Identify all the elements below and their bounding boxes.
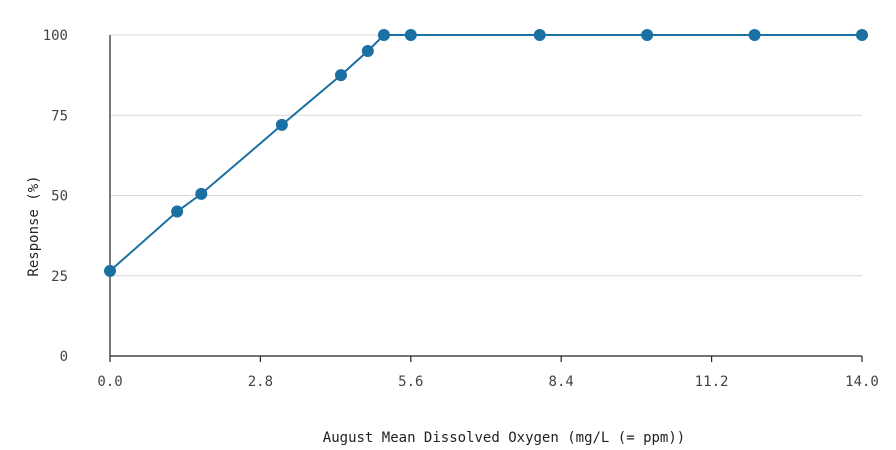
gridlines [110,34,862,277]
data-point [104,264,116,277]
y-tick-label: 25 [51,269,68,285]
y-tick-label: 0 [60,349,68,365]
x-tick-label: 5.6 [398,374,423,390]
series-line [109,34,862,272]
data-point [404,29,417,41]
x-tick-label: 14.0 [845,374,879,390]
data-point [275,118,288,131]
data-point [334,69,347,82]
data-point [171,205,184,218]
y-axis-title: Response (%) [26,175,42,276]
x-axis-title: August Mean Dissolved Oxygen (mg/L (= pp… [323,430,685,446]
x-tick-label: 2.8 [248,374,273,390]
y-tick-label: 100 [43,28,68,44]
data-series [104,29,868,277]
axes [109,35,862,357]
data-point [641,29,654,41]
data-point [856,29,868,41]
data-point [748,29,761,41]
data-point [377,29,390,41]
ticks: 0 25 50 75 100 0.0 2.8 5.6 8.4 11.2 14.0 [43,28,879,390]
x-tick-label: 0.0 [97,374,122,390]
y-tick-label: 50 [51,189,68,205]
data-point [361,45,374,58]
x-tick-label: 11.2 [695,374,729,390]
y-tick-label: 75 [51,108,68,124]
x-tick-label: 8.4 [549,374,574,390]
data-point [533,29,546,41]
data-point [195,187,208,200]
